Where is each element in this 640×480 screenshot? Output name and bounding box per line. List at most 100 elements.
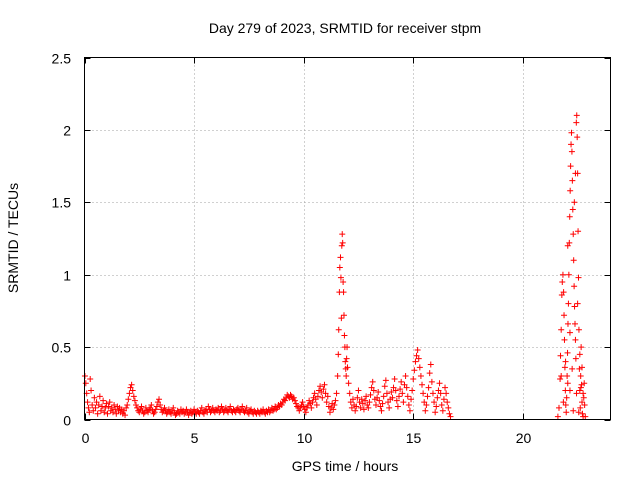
data-point xyxy=(408,396,415,403)
data-point xyxy=(343,355,350,362)
data-point xyxy=(365,404,372,411)
data-point xyxy=(360,406,367,413)
data-point xyxy=(191,406,198,413)
data-point xyxy=(574,134,581,141)
data-point xyxy=(400,399,407,406)
data-point xyxy=(388,388,395,395)
y-tick-label: 0 xyxy=(63,413,71,429)
data-point xyxy=(205,403,212,410)
data-point xyxy=(578,381,585,388)
data-point xyxy=(559,278,566,285)
data-point xyxy=(136,409,143,416)
data-point xyxy=(336,264,343,271)
data-point xyxy=(333,390,340,397)
data-point xyxy=(227,403,234,410)
data-point xyxy=(100,397,107,404)
data-point xyxy=(570,257,577,264)
data-point xyxy=(294,403,301,410)
data-point xyxy=(332,397,339,404)
data-point xyxy=(159,409,166,416)
data-point xyxy=(342,358,349,365)
data-point xyxy=(130,393,137,400)
data-point xyxy=(434,394,441,401)
x-tick-label: 5 xyxy=(191,430,199,446)
data-point xyxy=(426,370,433,377)
data-point xyxy=(578,344,585,351)
data-point xyxy=(140,410,147,417)
data-point xyxy=(91,394,98,401)
data-point xyxy=(362,397,369,404)
data-point xyxy=(410,375,417,382)
data-point xyxy=(579,399,586,406)
data-point xyxy=(424,393,431,400)
data-point xyxy=(582,413,589,420)
data-point xyxy=(337,274,344,281)
data-point xyxy=(561,312,568,319)
y-axis-label: SRMTID / TECUs xyxy=(5,183,21,293)
data-point xyxy=(309,399,316,406)
data-point xyxy=(571,283,578,290)
data-point xyxy=(436,380,443,387)
data-point xyxy=(86,409,93,416)
data-point xyxy=(564,380,571,387)
data-point xyxy=(133,402,140,409)
data-point xyxy=(165,406,172,413)
data-point xyxy=(311,390,318,397)
data-point xyxy=(560,399,567,406)
data-point xyxy=(561,364,568,371)
data-point xyxy=(575,274,582,281)
data-point xyxy=(568,129,575,136)
data-point xyxy=(429,390,436,397)
data-point xyxy=(575,409,582,416)
data-point xyxy=(569,177,576,184)
data-point xyxy=(573,119,580,126)
data-point xyxy=(146,406,153,413)
data-point xyxy=(131,397,138,404)
data-point xyxy=(572,336,579,343)
data-point xyxy=(572,355,579,362)
data-point xyxy=(82,380,89,387)
data-point xyxy=(381,383,388,390)
data-point xyxy=(370,387,377,394)
data-point xyxy=(104,410,111,417)
data-point xyxy=(340,312,347,319)
data-point xyxy=(313,402,320,409)
plot-frame xyxy=(84,57,611,420)
data-point xyxy=(181,410,188,417)
data-point xyxy=(105,403,112,410)
data-point xyxy=(577,373,584,380)
data-point xyxy=(579,410,586,417)
data-point xyxy=(577,404,584,411)
grid xyxy=(84,57,611,420)
data-point xyxy=(320,386,327,393)
data-point xyxy=(317,383,324,390)
data-point xyxy=(391,375,398,382)
data-point xyxy=(134,404,141,411)
data-point xyxy=(438,402,445,409)
data-point xyxy=(357,404,364,411)
data-point xyxy=(423,402,430,409)
data-point xyxy=(576,365,583,372)
data-point xyxy=(353,403,360,410)
data-point xyxy=(440,396,447,403)
data-point xyxy=(445,404,452,411)
data-point xyxy=(565,300,572,307)
x-tick-label: 15 xyxy=(406,430,422,446)
data-point xyxy=(335,326,342,333)
data-point xyxy=(411,367,418,374)
data-point xyxy=(577,384,584,391)
data-point xyxy=(566,329,573,336)
data-point xyxy=(432,409,439,416)
data-point xyxy=(111,402,118,409)
data-point xyxy=(92,404,99,411)
data-point xyxy=(273,406,280,413)
data-point xyxy=(150,410,157,417)
data-point xyxy=(157,402,164,409)
data-point xyxy=(123,404,130,411)
data-point xyxy=(563,394,570,401)
data-point xyxy=(394,403,401,410)
data-point xyxy=(209,404,216,411)
data-point xyxy=(106,399,113,406)
data-point xyxy=(335,351,342,358)
